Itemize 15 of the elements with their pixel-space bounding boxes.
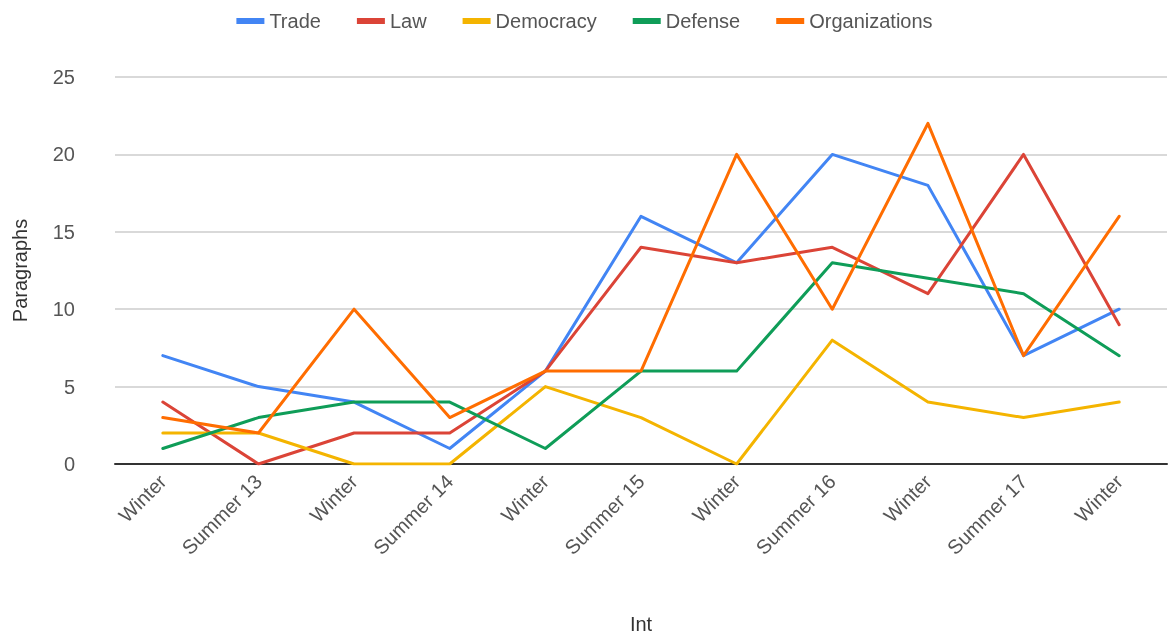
y-tick-label: 25: [52, 66, 75, 88]
legend-label: Law: [389, 10, 428, 32]
y-tick-label: 5: [63, 375, 75, 398]
legend-label: Trade: [269, 10, 321, 32]
legend-label: Democracy: [495, 10, 597, 32]
line-series: [161, 261, 1121, 451]
y-tick-label: 10: [52, 298, 75, 321]
y-axis-title: Paragraphs: [9, 218, 31, 323]
x-axis-title: Int: [629, 613, 653, 635]
y-tick-label: 15: [52, 220, 75, 243]
legend-label: Organizations: [809, 10, 933, 32]
y-tick-label: 20: [52, 143, 75, 166]
y-tick-label: 0: [63, 453, 75, 475]
line-series: [161, 338, 1121, 466]
legend-label: Defense: [665, 10, 741, 32]
